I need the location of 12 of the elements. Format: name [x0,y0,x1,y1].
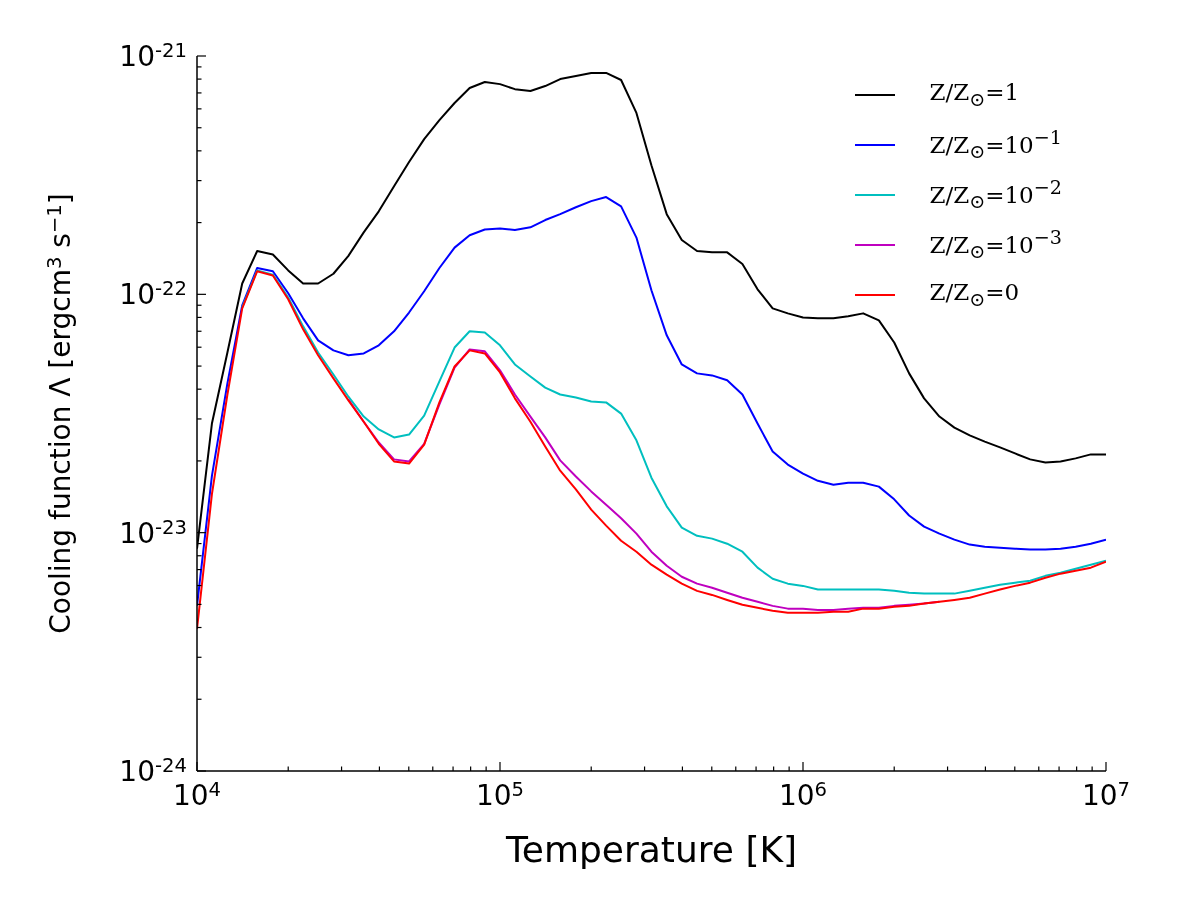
legend-label: Z/Z$_{⊙}$=10$^{−2}$ [929,176,1062,214]
legend-label: Z/Z$_{⊙}$=1 [929,79,1020,111]
y-tick-label: 10$^{-21}$ [119,39,187,73]
x-axis-title: Temperature [K] [504,829,798,870]
legend-label: Z/Z$_{⊙}$=10$^{−3}$ [929,226,1062,264]
legend-label: Z/Z$_{⊙}$=10$^{−1}$ [929,126,1062,164]
x-tick-label: 10$^{6}$ [778,778,828,812]
y-tick-label: 10$^{-22}$ [119,277,187,312]
x-tick-label: 10$^{7}$ [1081,778,1131,812]
x-tick-label: 10$^{5}$ [475,778,525,812]
y-tick-label: 10$^{-23}$ [119,515,187,550]
legend-label: Z/Z$_{⊙}$=0 [929,279,1020,311]
